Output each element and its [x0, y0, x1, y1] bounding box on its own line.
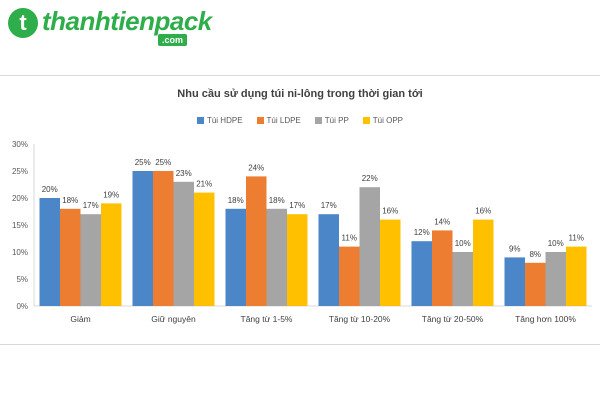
y-tick-label: 25% — [12, 167, 28, 176]
bar-value-label: 14% — [434, 217, 450, 226]
bar-value-label: 25% — [135, 158, 151, 167]
legend-label-3: Túi OPP — [372, 116, 404, 125]
bar-value-label: 16% — [382, 207, 398, 216]
bar — [225, 208, 246, 306]
bar-value-label: 18% — [269, 196, 285, 205]
bar — [545, 252, 566, 306]
bar-value-label: 25% — [155, 158, 171, 167]
legend-item-1: Túi LDPE — [256, 116, 301, 125]
y-tick-label: 10% — [12, 248, 28, 257]
legend-item-3: Túi OPP — [362, 116, 404, 125]
bar-value-label: 17% — [83, 201, 99, 210]
legend-label-0: Túi HDPE — [206, 116, 243, 125]
bar — [339, 246, 360, 306]
bar — [60, 208, 81, 306]
x-tick-label: Giảm — [70, 314, 90, 324]
bar — [39, 198, 60, 306]
bar — [266, 208, 287, 306]
bar-value-label: 24% — [248, 163, 264, 172]
legend-swatch-1 — [256, 117, 264, 124]
x-tick-label: Tăng hơn 100% — [515, 314, 576, 324]
bar-value-label: 17% — [289, 201, 305, 210]
bar — [287, 214, 308, 306]
bar-value-label: 19% — [103, 190, 119, 199]
bar-value-label: 18% — [62, 196, 78, 205]
bar-value-label: 17% — [321, 201, 337, 210]
x-tick-label: Tăng từ 10-20% — [329, 314, 391, 324]
bar — [153, 171, 174, 306]
bar — [101, 203, 122, 306]
bar-value-label: 10% — [548, 239, 564, 248]
bar — [194, 192, 215, 306]
logo-badge: t — [8, 8, 38, 38]
bar — [452, 252, 473, 306]
bar-value-label: 22% — [362, 174, 378, 183]
logo-suffix: .com — [158, 34, 188, 46]
y-tick-label: 20% — [12, 194, 28, 203]
bar-value-label: 11% — [342, 234, 357, 243]
bar-value-label: 8% — [529, 250, 541, 259]
x-tick-label: Giữ nguyên — [151, 314, 196, 324]
bar-value-label: 10% — [455, 239, 471, 248]
bar-value-label: 21% — [196, 180, 212, 189]
x-tick-label: Tăng từ 1-5% — [241, 314, 293, 324]
logo-brand-text: thanhtienpack — [42, 6, 212, 36]
chart-title: Nhu cầu sử dụng túi ni-lông trong thời g… — [177, 88, 423, 100]
bar — [359, 187, 380, 306]
legend-label-2: Túi PP — [324, 116, 349, 125]
legend-swatch-0 — [196, 117, 204, 124]
y-tick-label: 30% — [12, 140, 28, 149]
bar — [432, 230, 453, 306]
bar-value-label: 18% — [228, 196, 244, 205]
legend-label-1: Túi LDPE — [266, 116, 301, 125]
bar — [380, 219, 401, 306]
bar — [525, 262, 546, 306]
y-tick-label: 5% — [16, 275, 28, 284]
bar — [132, 171, 153, 306]
brand-logo: t thanhtienpack .com — [8, 6, 238, 48]
bar-value-label: 16% — [475, 207, 491, 216]
bar — [566, 246, 587, 306]
bar-value-label: 23% — [176, 169, 192, 178]
x-tick-label: Tăng từ 20-50% — [422, 314, 484, 324]
y-tick-label: 0% — [16, 302, 28, 311]
y-tick-label: 15% — [12, 221, 28, 230]
bar-value-label: 9% — [509, 244, 521, 253]
bar-value-label: 20% — [42, 185, 58, 194]
bar — [411, 241, 432, 306]
chart-legend: Túi HDPE Túi LDPE Túi PP Túi OPP — [0, 116, 600, 125]
bar — [473, 219, 494, 306]
legend-swatch-2 — [314, 117, 322, 124]
legend-item-0: Túi HDPE — [196, 116, 243, 125]
bar-value-label: 12% — [414, 228, 430, 237]
bar — [504, 257, 525, 306]
legend-item-2: Túi PP — [314, 116, 349, 125]
bar — [246, 176, 267, 306]
bar — [318, 214, 339, 306]
bar — [173, 181, 194, 306]
legend-swatch-3 — [362, 117, 370, 124]
bar-value-label: 11% — [569, 234, 584, 243]
bar — [80, 214, 101, 306]
